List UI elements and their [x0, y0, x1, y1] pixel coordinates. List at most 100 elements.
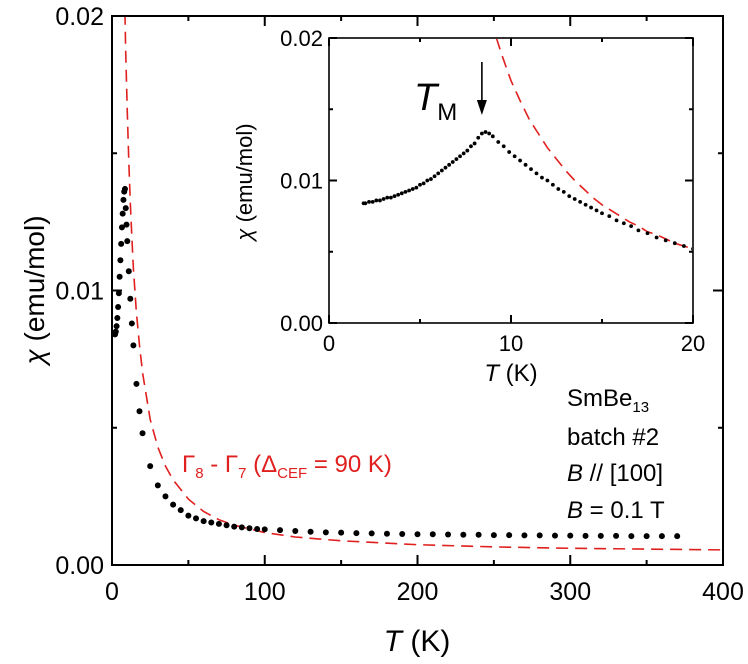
x-tick-label: 0	[323, 331, 335, 356]
inset-x-axis-label: T (K)	[484, 360, 537, 387]
data-point	[540, 175, 544, 180]
fit-curve	[124, 17, 722, 551]
data-point	[561, 190, 566, 194]
data-point	[115, 303, 122, 310]
inset-y-axis-label: χ (emu/mol)	[232, 123, 257, 242]
data-point	[208, 519, 215, 526]
inset-x-axis-unit: (K)	[499, 360, 538, 387]
data-point	[490, 532, 497, 539]
data-point	[445, 531, 452, 538]
data-point	[556, 187, 561, 191]
fit-legend-sub7: 7	[238, 465, 246, 482]
data-point	[414, 185, 419, 190]
data-point	[368, 530, 375, 537]
data-point	[114, 314, 121, 321]
x-tick-label: 20	[681, 331, 705, 356]
data-point	[658, 533, 665, 540]
inset-plot: 0 10 200.000.010.02 T (K) χ (emu/mol) TM	[232, 26, 705, 387]
data-point	[567, 194, 572, 199]
data-point	[116, 273, 123, 280]
data-point	[399, 191, 404, 196]
data-point	[691, 247, 692, 251]
data-point	[589, 205, 593, 210]
data-point	[663, 238, 668, 243]
field-direction-symbol: B	[567, 460, 583, 487]
y-tick-label: 0.02	[55, 3, 104, 31]
inset-data-points	[361, 130, 692, 251]
data-point	[123, 221, 130, 228]
data-point	[200, 518, 207, 525]
data-point	[421, 181, 426, 186]
data-point	[125, 268, 132, 275]
data-point	[432, 174, 437, 179]
x-tick-label: 0	[105, 578, 119, 606]
data-point	[461, 151, 466, 156]
data-point	[454, 157, 459, 162]
inset-tick-labels: 0 10 20 0.00 0.01 0.02	[280, 26, 705, 356]
fit-legend-subcef: CEF	[277, 465, 307, 482]
data-point	[261, 526, 268, 533]
data-point	[124, 238, 131, 245]
data-point	[512, 154, 517, 159]
data-point	[506, 532, 513, 539]
field-value-rest: = 0.1 T	[583, 497, 665, 524]
data-point	[374, 198, 379, 203]
data-point	[162, 493, 169, 500]
sample-batch: batch #2	[567, 424, 659, 451]
data-point	[682, 244, 686, 248]
fit-legend: Γ8 - Γ7 (ΔCEF = 90 K)	[182, 451, 392, 482]
data-point	[621, 221, 626, 226]
data-point	[672, 241, 677, 246]
data-point	[231, 523, 238, 530]
tm-subscript: M	[437, 99, 457, 126]
fit-legend-value: = 90 K)	[307, 451, 392, 478]
data-point	[338, 529, 345, 536]
data-point	[363, 201, 368, 206]
data-point	[118, 240, 125, 247]
data-point	[594, 208, 599, 213]
data-point	[534, 171, 539, 176]
data-point	[378, 198, 382, 203]
data-point	[469, 144, 473, 149]
data-point	[523, 162, 528, 167]
y-tick-label: 0.01	[55, 278, 104, 306]
y-tick-label: 0.01	[280, 169, 323, 194]
fit-legend-sub8: 8	[195, 465, 203, 482]
data-point	[425, 178, 430, 183]
data-point	[447, 162, 452, 167]
data-point	[122, 205, 129, 212]
inset-fit-curve	[495, 39, 692, 250]
data-point	[292, 527, 299, 534]
data-point	[518, 158, 522, 163]
data-point	[450, 160, 455, 164]
data-point	[117, 257, 124, 264]
data-point	[133, 380, 140, 387]
x-tick-label: 400	[702, 578, 744, 606]
x-axis-label: T (K)	[384, 625, 451, 658]
data-point	[654, 235, 659, 240]
inset-frame	[328, 37, 694, 324]
main-ticks	[111, 15, 724, 566]
data-point	[370, 199, 375, 204]
data-point	[113, 323, 120, 330]
data-point	[119, 210, 126, 217]
data-point	[215, 520, 222, 527]
tm-annotation: TM	[414, 77, 457, 126]
y-tick-label: 0.00	[280, 311, 323, 336]
data-point	[600, 211, 604, 216]
data-point	[414, 531, 421, 538]
sample-field-value: B = 0.1 T	[567, 497, 665, 524]
inset-y-axis-symbol: χ	[232, 228, 257, 243]
y-axis-symbol: χ	[19, 349, 50, 368]
data-point	[177, 507, 184, 514]
data-point	[383, 530, 390, 537]
x-axis-symbol: T	[384, 625, 405, 658]
data-point	[147, 463, 154, 470]
data-point	[583, 202, 588, 207]
data-point	[458, 154, 462, 159]
data-point	[550, 182, 555, 187]
data-point	[597, 532, 604, 539]
data-point	[567, 532, 574, 539]
data-point	[507, 150, 512, 154]
data-point	[443, 165, 448, 170]
